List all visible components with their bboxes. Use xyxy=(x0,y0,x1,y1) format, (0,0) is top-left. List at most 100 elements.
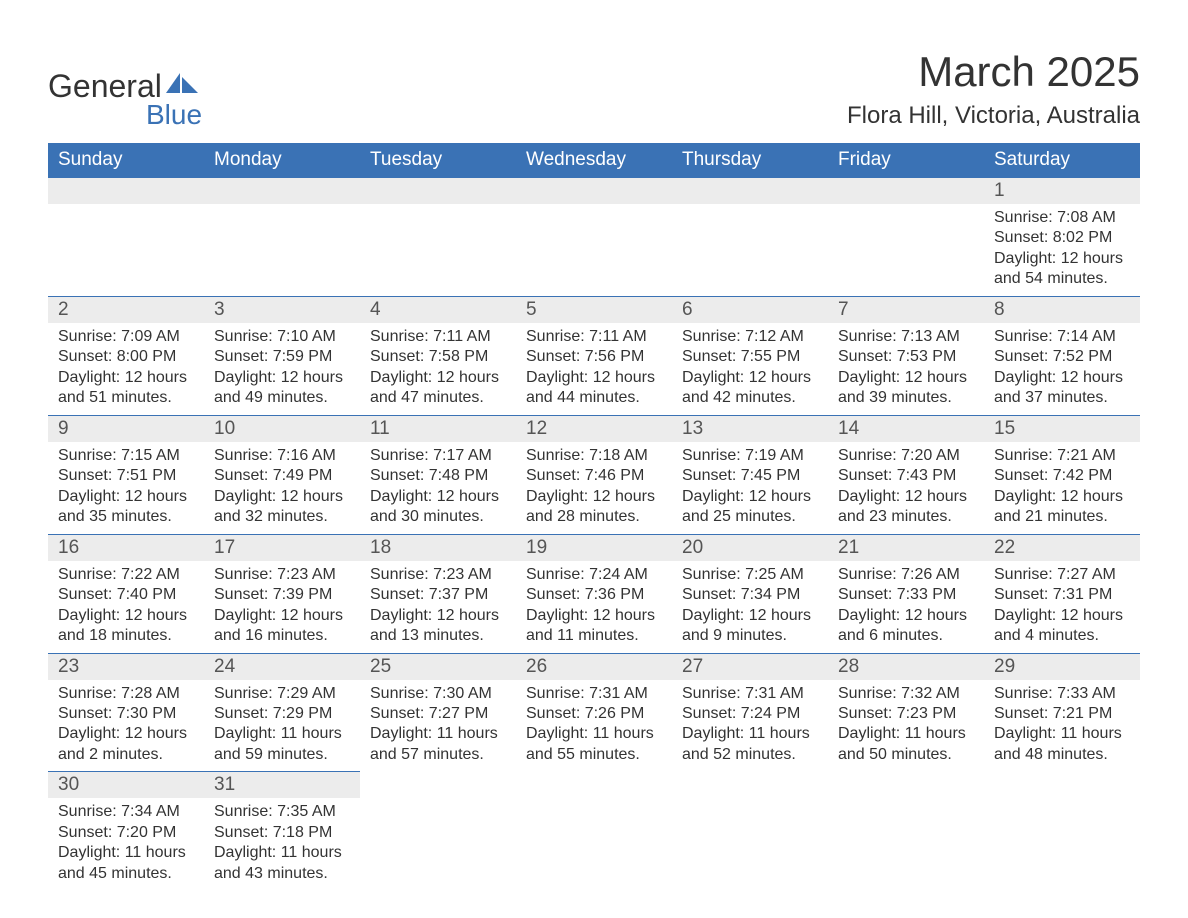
day-line: Sunrise: 7:09 AM xyxy=(58,327,194,347)
day-line xyxy=(526,843,662,863)
day-number xyxy=(828,178,984,205)
day-line xyxy=(370,208,506,228)
day-number-row: 9101112131415 xyxy=(48,415,1140,442)
day-line xyxy=(370,269,506,289)
day-content: Sunrise: 7:34 AMSunset: 7:20 PMDaylight:… xyxy=(48,798,204,890)
day-line: Sunrise: 7:29 AM xyxy=(214,684,350,704)
day-line: Daylight: 12 hours xyxy=(526,606,662,626)
day-line xyxy=(838,843,974,863)
day-line: Sunset: 7:46 PM xyxy=(526,466,662,486)
day-line: and 32 minutes. xyxy=(214,507,350,527)
day-number: 19 xyxy=(516,534,672,561)
day-line xyxy=(214,269,350,289)
day-line: Sunrise: 7:28 AM xyxy=(58,684,194,704)
day-line: Sunset: 7:33 PM xyxy=(838,585,974,605)
day-line: Sunrise: 7:18 AM xyxy=(526,446,662,466)
calendar-table: Sunday Monday Tuesday Wednesday Thursday… xyxy=(48,143,1140,890)
day-line: Sunrise: 7:32 AM xyxy=(838,684,974,704)
day-line xyxy=(994,864,1130,884)
day-line: Sunset: 7:40 PM xyxy=(58,585,194,605)
day-content: Sunrise: 7:08 AMSunset: 8:02 PMDaylight:… xyxy=(984,204,1140,296)
day-number: 3 xyxy=(204,296,360,323)
day-number-row: 1 xyxy=(48,178,1140,205)
day-content: Sunrise: 7:25 AMSunset: 7:34 PMDaylight:… xyxy=(672,561,828,653)
day-line: Daylight: 12 hours xyxy=(370,368,506,388)
day-line xyxy=(682,269,818,289)
day-line: and 51 minutes. xyxy=(58,388,194,408)
day-number: 31 xyxy=(204,772,360,799)
day-number xyxy=(360,178,516,205)
day-line: and 18 minutes. xyxy=(58,626,194,646)
day-number: 1 xyxy=(984,178,1140,205)
day-number-row: 23242526272829 xyxy=(48,653,1140,680)
day-line xyxy=(682,249,818,269)
day-line: Sunset: 7:23 PM xyxy=(838,704,974,724)
day-line xyxy=(682,208,818,228)
day-content-row: Sunrise: 7:09 AMSunset: 8:00 PMDaylight:… xyxy=(48,323,1140,415)
day-content: Sunrise: 7:20 AMSunset: 7:43 PMDaylight:… xyxy=(828,442,984,534)
day-line xyxy=(682,864,818,884)
day-content xyxy=(360,204,516,296)
day-line xyxy=(994,823,1130,843)
day-line: Daylight: 12 hours xyxy=(994,249,1130,269)
day-line xyxy=(58,249,194,269)
day-line: and 11 minutes. xyxy=(526,626,662,646)
day-line: and 43 minutes. xyxy=(214,864,350,884)
day-line xyxy=(838,823,974,843)
day-line: Sunrise: 7:31 AM xyxy=(526,684,662,704)
day-content xyxy=(360,798,516,890)
day-line: Sunset: 7:53 PM xyxy=(838,347,974,367)
day-line: Daylight: 12 hours xyxy=(682,606,818,626)
day-number xyxy=(984,772,1140,799)
day-line: Sunset: 7:37 PM xyxy=(370,585,506,605)
day-line: and 54 minutes. xyxy=(994,269,1130,289)
day-line: Sunrise: 7:11 AM xyxy=(526,327,662,347)
day-content: Sunrise: 7:35 AMSunset: 7:18 PMDaylight:… xyxy=(204,798,360,890)
header: General Blue March 2025 Flora Hill, Vict… xyxy=(48,48,1140,131)
day-content-row: Sunrise: 7:28 AMSunset: 7:30 PMDaylight:… xyxy=(48,680,1140,772)
day-line: Daylight: 11 hours xyxy=(370,724,506,744)
day-line xyxy=(214,208,350,228)
day-number: 28 xyxy=(828,653,984,680)
day-line: Daylight: 11 hours xyxy=(526,724,662,744)
day-number: 2 xyxy=(48,296,204,323)
day-line xyxy=(214,228,350,248)
day-number: 8 xyxy=(984,296,1140,323)
day-content: Sunrise: 7:29 AMSunset: 7:29 PMDaylight:… xyxy=(204,680,360,772)
day-content xyxy=(48,204,204,296)
day-line: Daylight: 12 hours xyxy=(58,368,194,388)
day-content: Sunrise: 7:21 AMSunset: 7:42 PMDaylight:… xyxy=(984,442,1140,534)
day-line: and 4 minutes. xyxy=(994,626,1130,646)
day-line xyxy=(370,249,506,269)
day-content xyxy=(516,798,672,890)
day-content xyxy=(516,204,672,296)
day-line xyxy=(58,228,194,248)
day-number: 16 xyxy=(48,534,204,561)
day-line: Daylight: 12 hours xyxy=(994,368,1130,388)
day-line: and 57 minutes. xyxy=(370,745,506,765)
day-content: Sunrise: 7:13 AMSunset: 7:53 PMDaylight:… xyxy=(828,323,984,415)
day-line: Daylight: 12 hours xyxy=(370,487,506,507)
day-line: Daylight: 12 hours xyxy=(994,606,1130,626)
day-line: Daylight: 12 hours xyxy=(526,487,662,507)
day-number: 4 xyxy=(360,296,516,323)
day-number: 24 xyxy=(204,653,360,680)
day-line: Sunset: 7:27 PM xyxy=(370,704,506,724)
day-number: 13 xyxy=(672,415,828,442)
day-content: Sunrise: 7:16 AMSunset: 7:49 PMDaylight:… xyxy=(204,442,360,534)
day-number: 5 xyxy=(516,296,672,323)
day-line: and 39 minutes. xyxy=(838,388,974,408)
day-line: Sunset: 7:45 PM xyxy=(682,466,818,486)
day-line xyxy=(838,249,974,269)
day-line: Sunset: 7:18 PM xyxy=(214,823,350,843)
day-line: Sunrise: 7:23 AM xyxy=(370,565,506,585)
day-content xyxy=(204,204,360,296)
day-number xyxy=(360,772,516,799)
day-content: Sunrise: 7:31 AMSunset: 7:26 PMDaylight:… xyxy=(516,680,672,772)
day-line: Daylight: 11 hours xyxy=(58,843,194,863)
day-content xyxy=(672,798,828,890)
day-line: Sunset: 7:21 PM xyxy=(994,704,1130,724)
day-line: Daylight: 12 hours xyxy=(682,487,818,507)
day-content: Sunrise: 7:11 AMSunset: 7:58 PMDaylight:… xyxy=(360,323,516,415)
day-content xyxy=(828,204,984,296)
